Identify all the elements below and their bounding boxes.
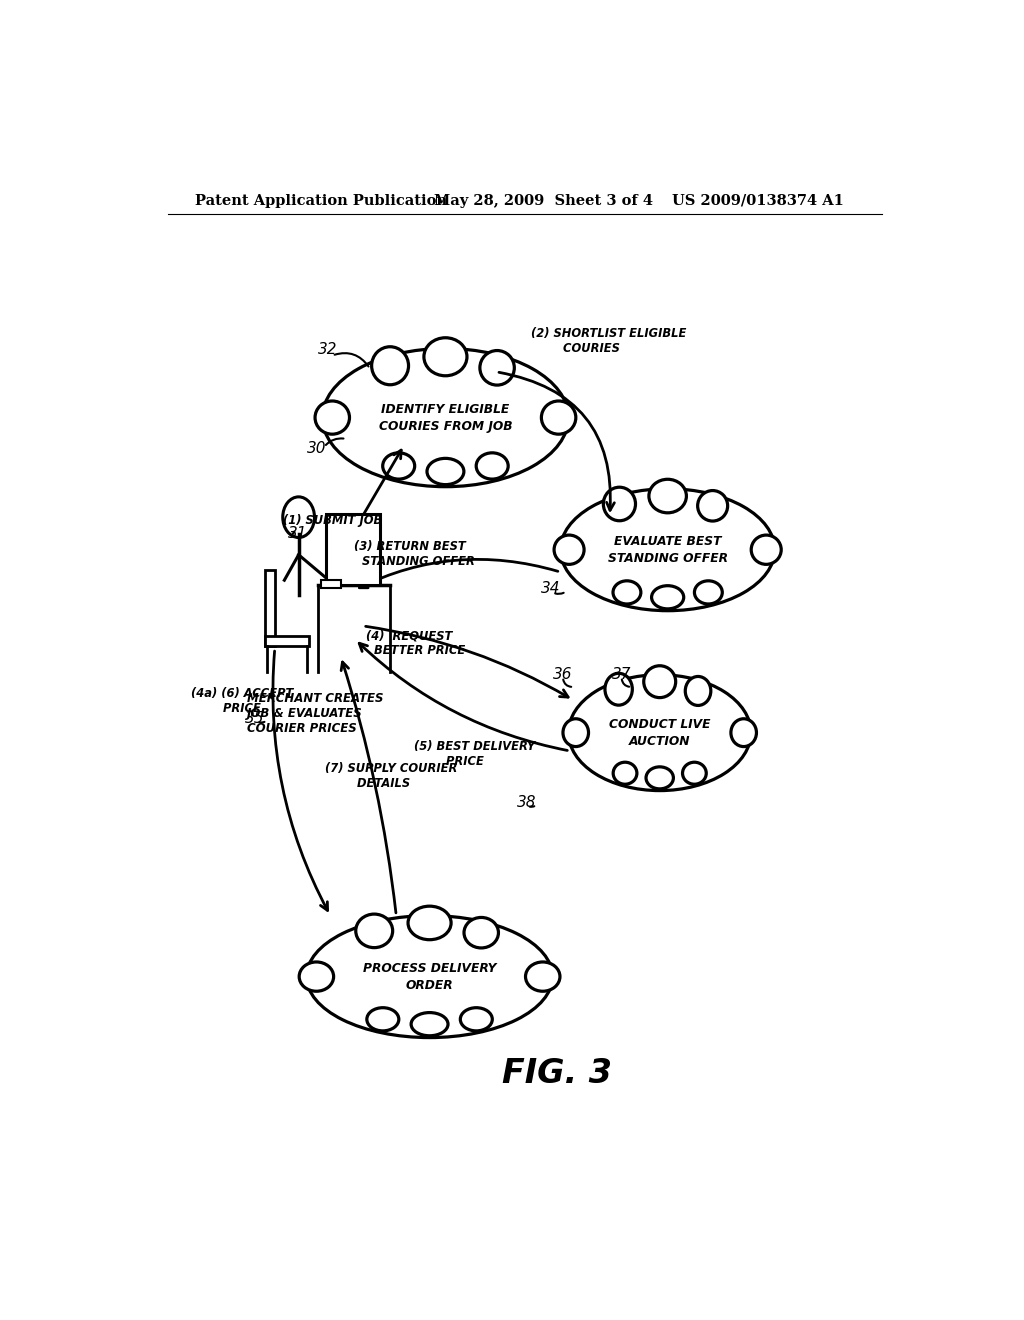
Ellipse shape [542, 401, 575, 434]
Text: May 28, 2009  Sheet 3 of 4: May 28, 2009 Sheet 3 of 4 [433, 194, 652, 209]
Text: CONDUCT LIVE
AUCTION: CONDUCT LIVE AUCTION [609, 718, 711, 747]
Ellipse shape [411, 1012, 449, 1036]
FancyBboxPatch shape [327, 515, 380, 585]
Ellipse shape [554, 535, 584, 565]
Text: 31: 31 [289, 525, 308, 540]
Text: 30: 30 [306, 441, 326, 457]
Ellipse shape [525, 962, 560, 991]
Ellipse shape [605, 673, 633, 705]
Ellipse shape [683, 762, 707, 784]
Text: (3) RETURN BEST
  STANDING OFFER: (3) RETURN BEST STANDING OFFER [354, 540, 475, 568]
Ellipse shape [694, 581, 722, 605]
Ellipse shape [649, 479, 686, 512]
Text: 35: 35 [246, 710, 265, 726]
FancyBboxPatch shape [265, 570, 274, 647]
Ellipse shape [613, 581, 641, 605]
Ellipse shape [646, 767, 674, 789]
Ellipse shape [427, 458, 464, 484]
Ellipse shape [323, 348, 568, 487]
Ellipse shape [563, 719, 589, 747]
Ellipse shape [299, 962, 334, 991]
Ellipse shape [476, 453, 508, 479]
Text: Patent Application Publication: Patent Application Publication [196, 194, 447, 209]
Ellipse shape [731, 719, 757, 747]
Text: (4)  REQUEST
  BETTER PRICE: (4) REQUEST BETTER PRICE [367, 630, 465, 657]
Ellipse shape [685, 676, 711, 705]
Ellipse shape [367, 1007, 398, 1031]
Ellipse shape [697, 491, 728, 521]
Ellipse shape [383, 453, 415, 479]
Ellipse shape [644, 665, 676, 697]
Ellipse shape [613, 762, 637, 784]
Text: PROCESS DELIVERY
ORDER: PROCESS DELIVERY ORDER [362, 961, 497, 991]
Text: 37: 37 [612, 667, 632, 682]
Ellipse shape [480, 351, 514, 385]
Ellipse shape [355, 913, 392, 948]
Text: 32: 32 [318, 342, 338, 356]
Text: 36: 36 [553, 667, 572, 682]
Ellipse shape [464, 917, 499, 948]
Text: IDENTIFY ELIGIBLE
COURIES FROM JOB: IDENTIFY ELIGIBLE COURIES FROM JOB [379, 403, 512, 433]
Ellipse shape [424, 338, 467, 376]
Ellipse shape [651, 586, 684, 609]
Text: MERCHANT CREATES
JOB & EVALUATES
COURIER PRICES: MERCHANT CREATES JOB & EVALUATES COURIER… [247, 692, 384, 735]
Ellipse shape [372, 347, 409, 384]
Text: (2) SHORTLIST ELIGIBLE
        COURIES: (2) SHORTLIST ELIGIBLE COURIES [531, 326, 686, 355]
Text: 38: 38 [517, 795, 537, 810]
Ellipse shape [603, 487, 636, 521]
Ellipse shape [568, 675, 751, 791]
Text: US 2009/0138374 A1: US 2009/0138374 A1 [672, 194, 844, 209]
Ellipse shape [560, 488, 775, 611]
Text: (7) SUPPLY COURIER
        DETAILS: (7) SUPPLY COURIER DETAILS [325, 762, 457, 789]
Ellipse shape [315, 401, 349, 434]
Text: FIG. 3: FIG. 3 [502, 1057, 611, 1090]
Ellipse shape [752, 535, 781, 565]
FancyBboxPatch shape [265, 636, 309, 647]
Text: (5) BEST DELIVERY
        PRICE: (5) BEST DELIVERY PRICE [414, 741, 535, 768]
Text: EVALUATE BEST
STANDING OFFER: EVALUATE BEST STANDING OFFER [607, 535, 728, 565]
Text: 34: 34 [541, 581, 560, 597]
Ellipse shape [408, 906, 452, 940]
Ellipse shape [461, 1007, 493, 1031]
Ellipse shape [306, 916, 553, 1038]
Text: (1) SUBMIT JOB: (1) SUBMIT JOB [283, 515, 382, 527]
Text: (4a) (6) ACCEPT
        PRICE: (4a) (6) ACCEPT PRICE [191, 688, 294, 715]
FancyBboxPatch shape [321, 581, 341, 589]
